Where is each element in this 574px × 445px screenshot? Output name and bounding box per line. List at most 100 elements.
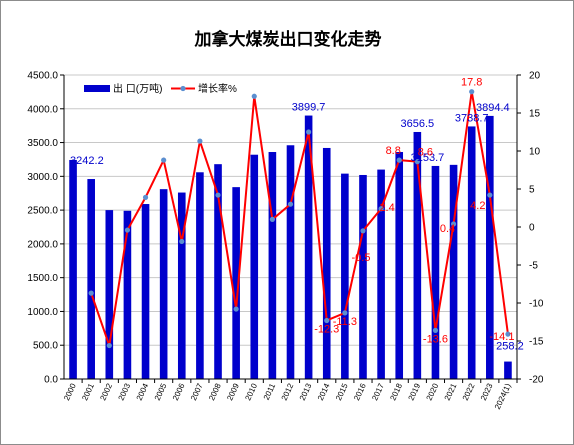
growth-point-2007 [197,138,203,144]
x-axis-category-label: 2007 [189,382,205,402]
left-axis-tick-label: 3500.0 [27,138,58,149]
bar-2012 [286,145,295,379]
x-axis-category-label: 2013 [298,382,314,402]
x-axis-category-label: 2009 [225,382,241,402]
legend-line-label: 增长率% [198,82,237,95]
bar-2016 [359,174,367,379]
bar-2008 [214,164,222,379]
growth-value-label: 8.6 [418,147,433,159]
growth-point-2010 [251,93,257,99]
left-axis-tick-label: 4000.0 [27,104,58,115]
left-axis-tick-label: 0.0 [44,375,58,386]
growth-value-label: -0.5 [351,252,370,264]
legend-bar-swatch [84,85,110,92]
bar-2019 [413,131,422,379]
bar-2005 [159,189,168,379]
growth-point-2021 [450,221,457,227]
bar-2018 [395,152,404,379]
growth-point-2006 [179,238,185,245]
bar-2004 [141,204,150,379]
growth-rate-line [90,91,509,346]
growth-point-2022 [469,89,475,95]
x-axis-category-label: 2008 [207,382,223,402]
chart-title: 加拿大煤炭出口变化走势 [194,29,382,50]
legend: 出 口(万吨) 增长率% [84,82,237,95]
bar-value-label: 3153.7 [411,152,445,164]
x-axis-category-label: 2021 [443,382,459,402]
x-axis-category-label: 2000 [62,382,78,402]
bar-2021 [449,164,458,379]
x-axis-category-label: 2012 [280,382,296,402]
growth-point-2012 [287,201,294,207]
x-axis-category-label: 2005 [153,382,169,402]
growth-value-label: 2.4 [379,202,394,214]
bar-2003 [123,210,132,379]
left-axis-tick-label: 1500.0 [27,273,58,284]
line-series-growth-rate [88,89,511,349]
bar-2001 [87,179,95,379]
growth-point-2020 [432,327,439,333]
growth-point-2003 [124,227,131,233]
right-axis-tick-label: 5 [529,185,535,196]
growth-point-2014 [324,317,330,324]
growth-point-2005 [161,157,167,163]
growth-value-label: 0.4 [440,223,455,235]
x-axis-category-label: 2024(1) [493,382,513,411]
x-axis-category-label: 2023 [479,382,495,402]
x-axis-category-label: 2003 [117,382,133,402]
x-axis-category-label: 2018 [388,382,404,402]
bar-2022 [467,126,476,379]
left-axis-tick-label: 3000.0 [27,172,58,183]
growth-point-2008 [215,192,221,198]
right-axis-tick-label: 20 [529,71,541,82]
growth-point-2013 [306,129,312,135]
right-axis-tick-label: -20 [529,375,544,386]
right-axis-tick-label: -5 [529,261,538,272]
bar-2024(1) [504,361,512,379]
x-axis-category-label: 2017 [370,382,386,402]
x-axis-category-label: 2020 [425,382,441,402]
x-axis-category-label: 2019 [406,382,422,402]
bar-2000 [69,159,77,379]
right-axis-tick-label: -10 [529,299,544,310]
bar-2006 [177,192,186,379]
legend-bar-label: 出 口(万吨) [113,82,162,95]
bar-value-label: 3899.7 [292,102,326,114]
growth-value-label: 17.8 [461,77,482,89]
x-axis-category-label: 2010 [243,382,259,402]
growth-point-2017 [378,206,384,212]
right-axis-tick-label: 10 [529,147,541,158]
x-axis-category-label: 2004 [135,382,151,402]
left-axis-tick-label: 2000.0 [27,239,58,250]
growth-point-2011 [269,216,275,222]
growth-point-2018 [396,157,402,163]
growth-point-2019 [414,159,420,165]
left-axis-tick-label: 4500.0 [27,71,58,82]
growth-value-label: -14.1 [489,331,514,343]
left-axis-tick-label: 2500.0 [27,206,58,217]
bar-series-export [69,115,512,380]
x-axis-category-label: 2016 [352,382,368,402]
right-axis-tick-label: 15 [529,109,541,120]
x-axis-category-label: 2014 [316,382,332,402]
bar-2017 [377,169,385,379]
bar-2011 [268,152,277,379]
bar-value-label: 3894.4 [476,102,510,114]
x-axis-category-label: 2006 [171,382,187,402]
bar-value-label: 258.2 [496,341,524,353]
bar-2009 [232,187,240,379]
growth-value-label: -13.6 [423,333,448,345]
growth-point-2023 [487,192,493,198]
growth-point-2009 [233,306,239,312]
growth-point-2015 [342,310,348,316]
left-axis-tick-label: 500.0 [33,341,58,352]
growth-point-2016 [360,228,366,234]
x-axis-category-label: 2011 [262,382,278,402]
bar-value-label: 3242.2 [70,155,104,167]
bar-2010 [250,154,259,379]
x-axis-category-label: 2002 [98,382,114,402]
bar-2002 [105,210,114,379]
bar-value-label: 3738.7 [455,112,489,124]
